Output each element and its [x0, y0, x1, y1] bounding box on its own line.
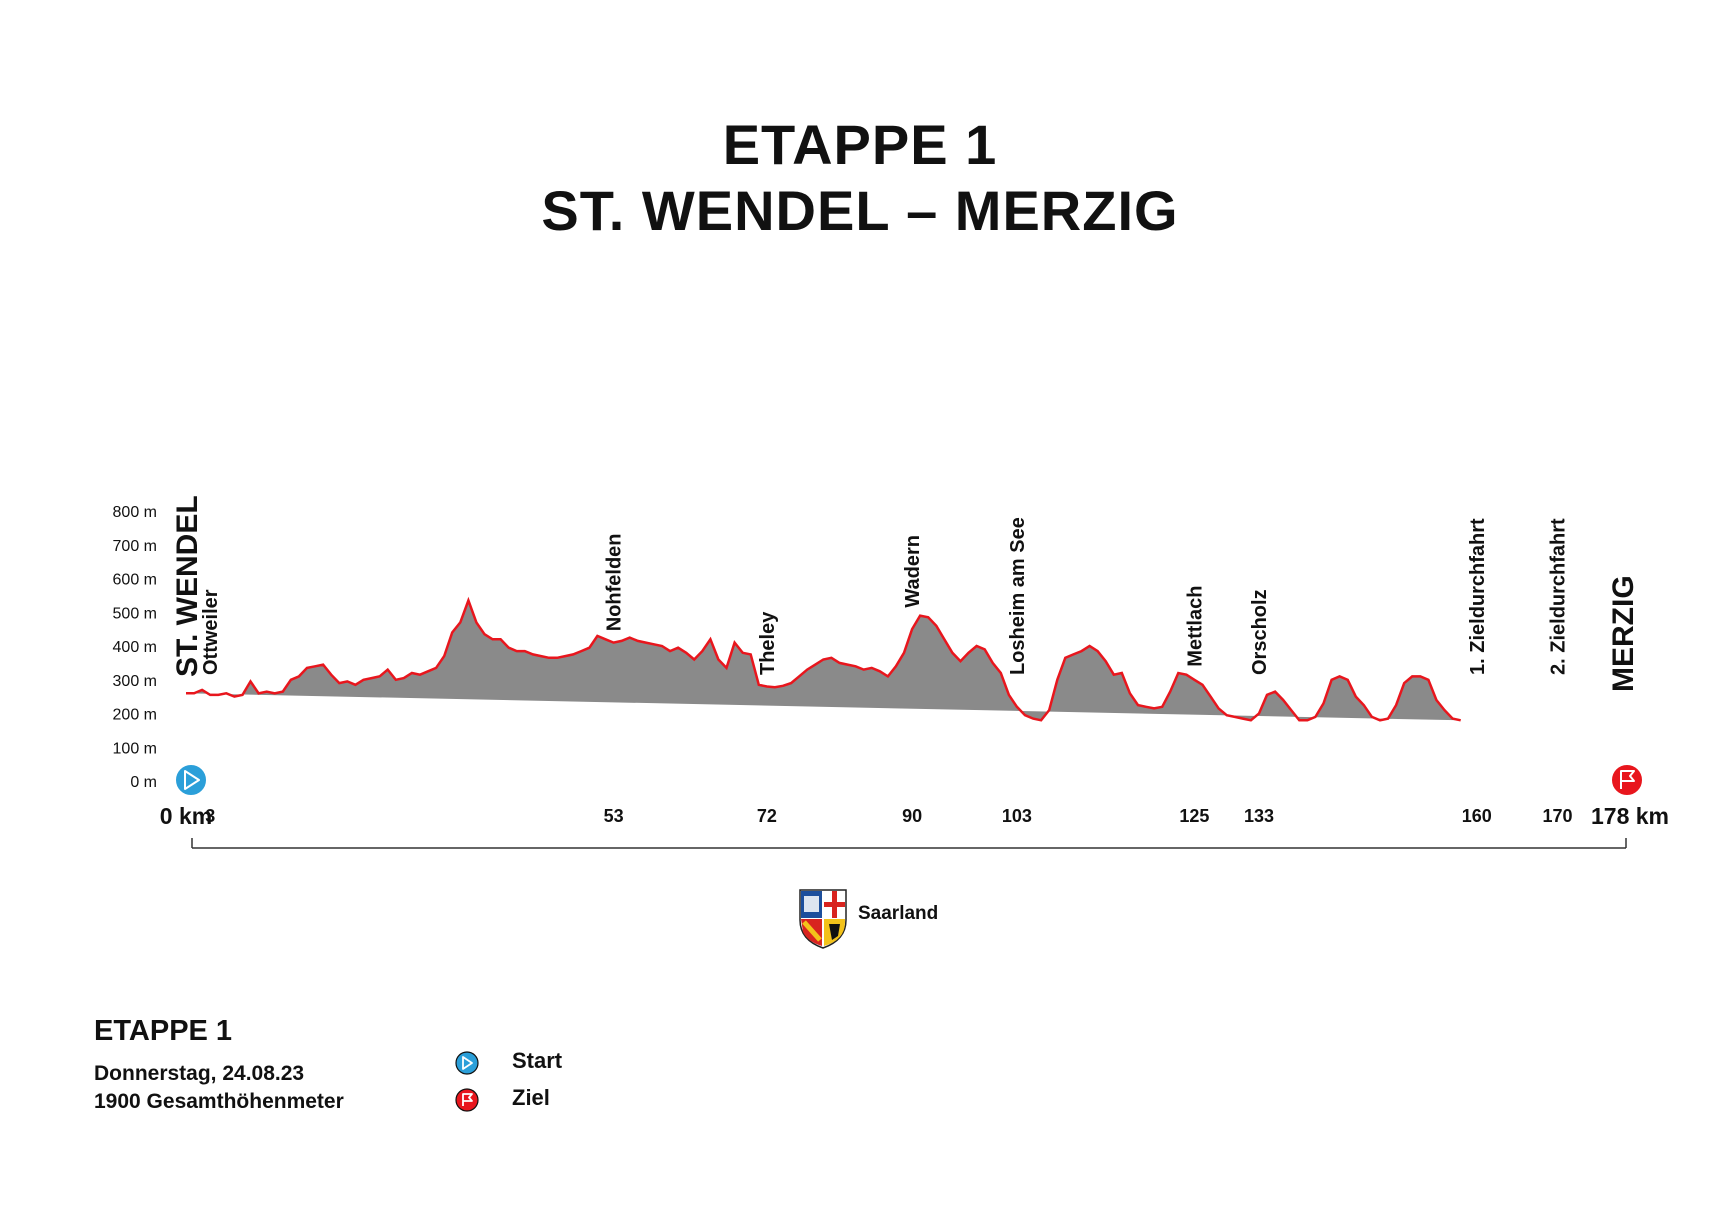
elevation-line: [186, 596, 1461, 722]
y-tick-label: 400 m: [113, 639, 157, 656]
km-tick-label: 103: [1002, 806, 1032, 826]
place-label: Theley: [757, 611, 779, 675]
place-label: Ottweiler: [200, 589, 222, 675]
km-tick-label: 170: [1542, 806, 1572, 826]
stage-info-title: ETAPPE 1: [94, 1015, 233, 1047]
place-labels: Ottweiler Nohfelden Theley Wadern Losheim am…: [171, 495, 1640, 692]
km-tick-label: 133: [1244, 806, 1274, 826]
y-tick-label: 500 m: [113, 605, 157, 622]
place-label: Losheim am See: [1007, 517, 1029, 675]
place-label: Nohfelden: [604, 533, 626, 631]
saarland-coat-of-arms-icon: [799, 889, 847, 949]
start-icon: [174, 763, 208, 797]
y-axis: 0 m 100 m 200 m 300 m 400 m 500 m 600 m 700 m 80…: [113, 504, 157, 791]
legend-finish-icon: [455, 1088, 479, 1112]
page-title-line1: ETAPPE 1: [722, 113, 998, 176]
y-tick-label: 200 m: [113, 707, 157, 724]
y-tick-label: 800 m: [113, 504, 157, 521]
y-tick-label: 0 m: [130, 774, 157, 791]
km-tick-label: 53: [604, 806, 624, 826]
place-label: Orscholz: [1249, 589, 1271, 675]
stage-info-date: Donnerstag, 24.08.23: [94, 1062, 305, 1085]
place-label: 1. Zieldurchfahrt: [1467, 518, 1489, 675]
legend-start-label: Start: [512, 1048, 563, 1073]
x-start-label: 0 km: [160, 803, 212, 829]
x-end-label: 178 km: [1591, 803, 1669, 829]
km-tick-label: 72: [757, 806, 777, 826]
legend-start-icon: [455, 1051, 479, 1075]
finish-icon: [1610, 763, 1644, 797]
place-label: 2. Zieldurchfahrt: [1548, 518, 1570, 675]
y-tick-label: 600 m: [113, 572, 157, 589]
y-tick-label: 700 m: [113, 538, 157, 555]
region-label: Saarland: [858, 903, 939, 924]
km-labels: 0 km 178 km 3 53 72 90 103 125 133 160 170: [160, 803, 1669, 829]
km-tick-label: 160: [1462, 806, 1492, 826]
elevation-profile-chart: 0 m 100 m 200 m 300 m 400 m 500 m 600 m 700 m 80…: [113, 495, 1669, 849]
page-title-line2: ST. WENDEL – MERZIG: [541, 179, 1179, 242]
km-tick-label: 125: [1179, 806, 1209, 826]
start-place-label: ST. WENDEL: [171, 495, 204, 677]
stage-info-elevation-gain: 1900 Gesamthöhenmeter: [94, 1090, 344, 1113]
place-label: Mettlach: [1184, 586, 1206, 667]
legend-finish-label: Ziel: [512, 1085, 550, 1110]
y-tick-label: 300 m: [113, 673, 157, 690]
km-tick-label: 3: [205, 806, 215, 826]
y-tick-label: 100 m: [113, 740, 157, 757]
finish-place-label: MERZIG: [1607, 575, 1640, 692]
place-label: Wadern: [902, 535, 924, 608]
km-tick-label: 90: [902, 806, 922, 826]
